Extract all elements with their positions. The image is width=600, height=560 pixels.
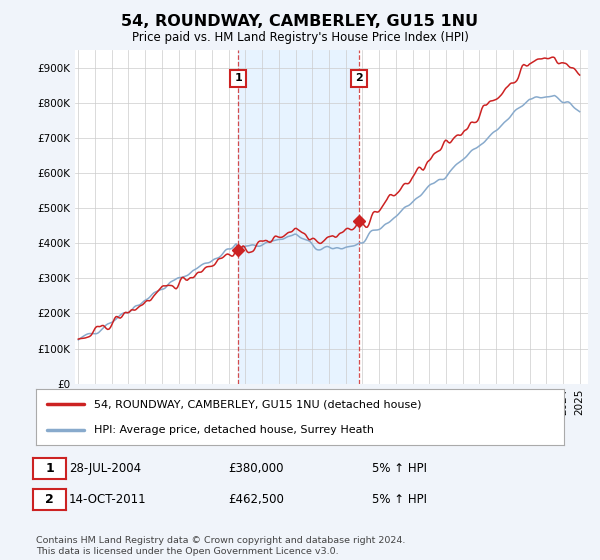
Text: 1: 1 bbox=[45, 462, 54, 475]
Text: HPI: Average price, detached house, Surrey Heath: HPI: Average price, detached house, Surr… bbox=[94, 425, 374, 435]
Text: 5% ↑ HPI: 5% ↑ HPI bbox=[372, 493, 427, 506]
Text: 1: 1 bbox=[235, 73, 242, 83]
Bar bbox=[238, 50, 359, 384]
Text: Price paid vs. HM Land Registry's House Price Index (HPI): Price paid vs. HM Land Registry's House … bbox=[131, 31, 469, 44]
Text: 2: 2 bbox=[355, 73, 363, 83]
Text: £462,500: £462,500 bbox=[228, 493, 284, 506]
Text: 54, ROUNDWAY, CAMBERLEY, GU15 1NU: 54, ROUNDWAY, CAMBERLEY, GU15 1NU bbox=[121, 14, 479, 29]
Text: 2: 2 bbox=[45, 493, 54, 506]
Text: 14-OCT-2011: 14-OCT-2011 bbox=[69, 493, 146, 506]
Text: 54, ROUNDWAY, CAMBERLEY, GU15 1NU (detached house): 54, ROUNDWAY, CAMBERLEY, GU15 1NU (detac… bbox=[94, 399, 422, 409]
Text: £380,000: £380,000 bbox=[228, 462, 284, 475]
Text: Contains HM Land Registry data © Crown copyright and database right 2024.
This d: Contains HM Land Registry data © Crown c… bbox=[36, 536, 406, 556]
Text: 5% ↑ HPI: 5% ↑ HPI bbox=[372, 462, 427, 475]
Text: 28-JUL-2004: 28-JUL-2004 bbox=[69, 462, 141, 475]
